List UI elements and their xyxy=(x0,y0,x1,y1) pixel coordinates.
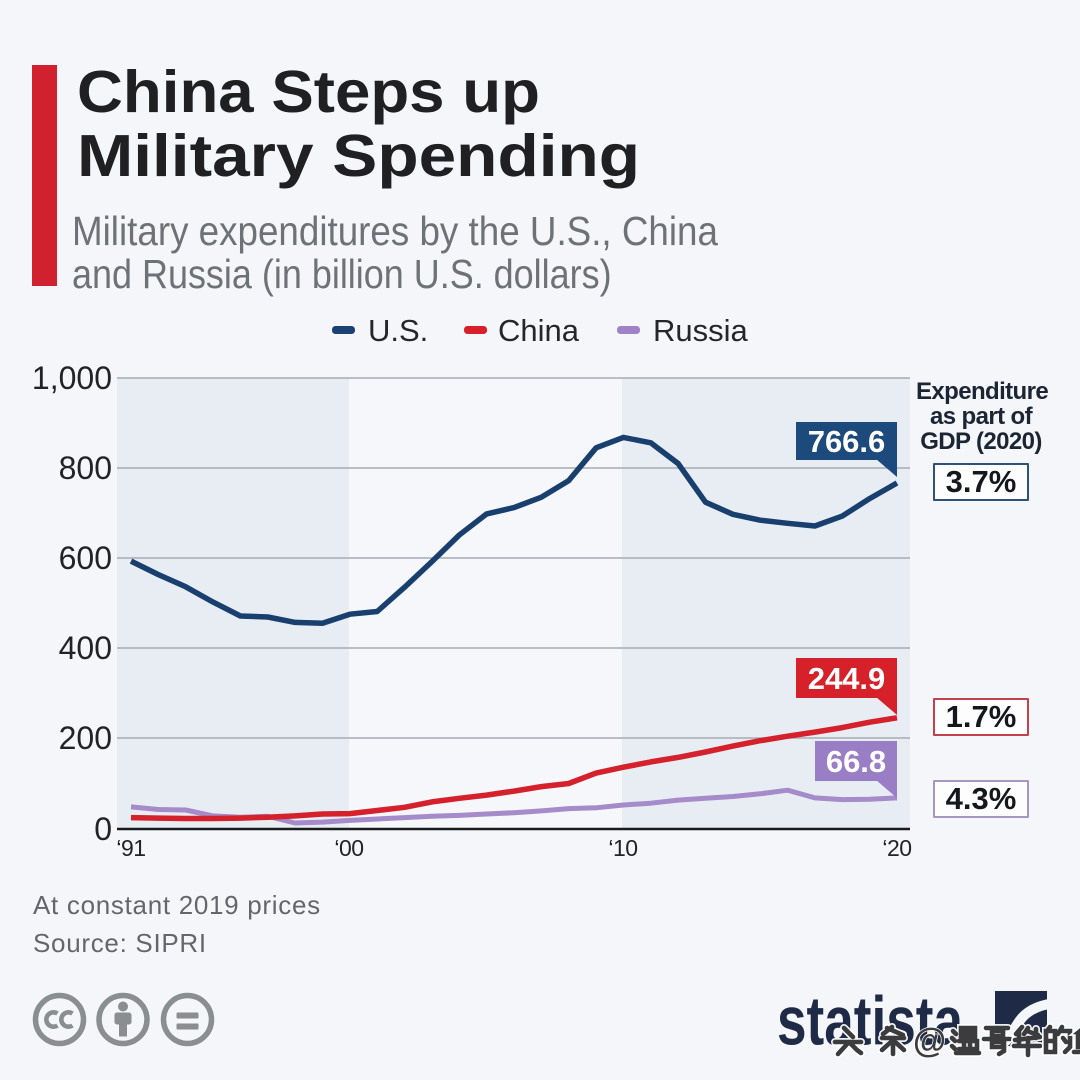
svg-text:600: 600 xyxy=(59,540,112,576)
svg-text:‘20: ‘20 xyxy=(882,835,911,861)
svg-text:0: 0 xyxy=(94,811,112,847)
svg-text:800: 800 xyxy=(59,450,112,486)
svg-text:766.6: 766.6 xyxy=(808,424,886,459)
svg-text:‘00: ‘00 xyxy=(334,835,363,861)
svg-text:400: 400 xyxy=(59,630,112,666)
svg-text:244.9: 244.9 xyxy=(808,661,886,696)
svg-text:66.8: 66.8 xyxy=(826,744,886,779)
svg-text:‘91: ‘91 xyxy=(116,835,145,861)
svg-text:1,000: 1,000 xyxy=(32,360,112,396)
svg-text:statista: statista xyxy=(777,983,963,1060)
svg-text:‘10: ‘10 xyxy=(608,835,637,861)
svg-text:200: 200 xyxy=(59,720,112,756)
svg-text:@: @ xyxy=(913,1022,946,1060)
